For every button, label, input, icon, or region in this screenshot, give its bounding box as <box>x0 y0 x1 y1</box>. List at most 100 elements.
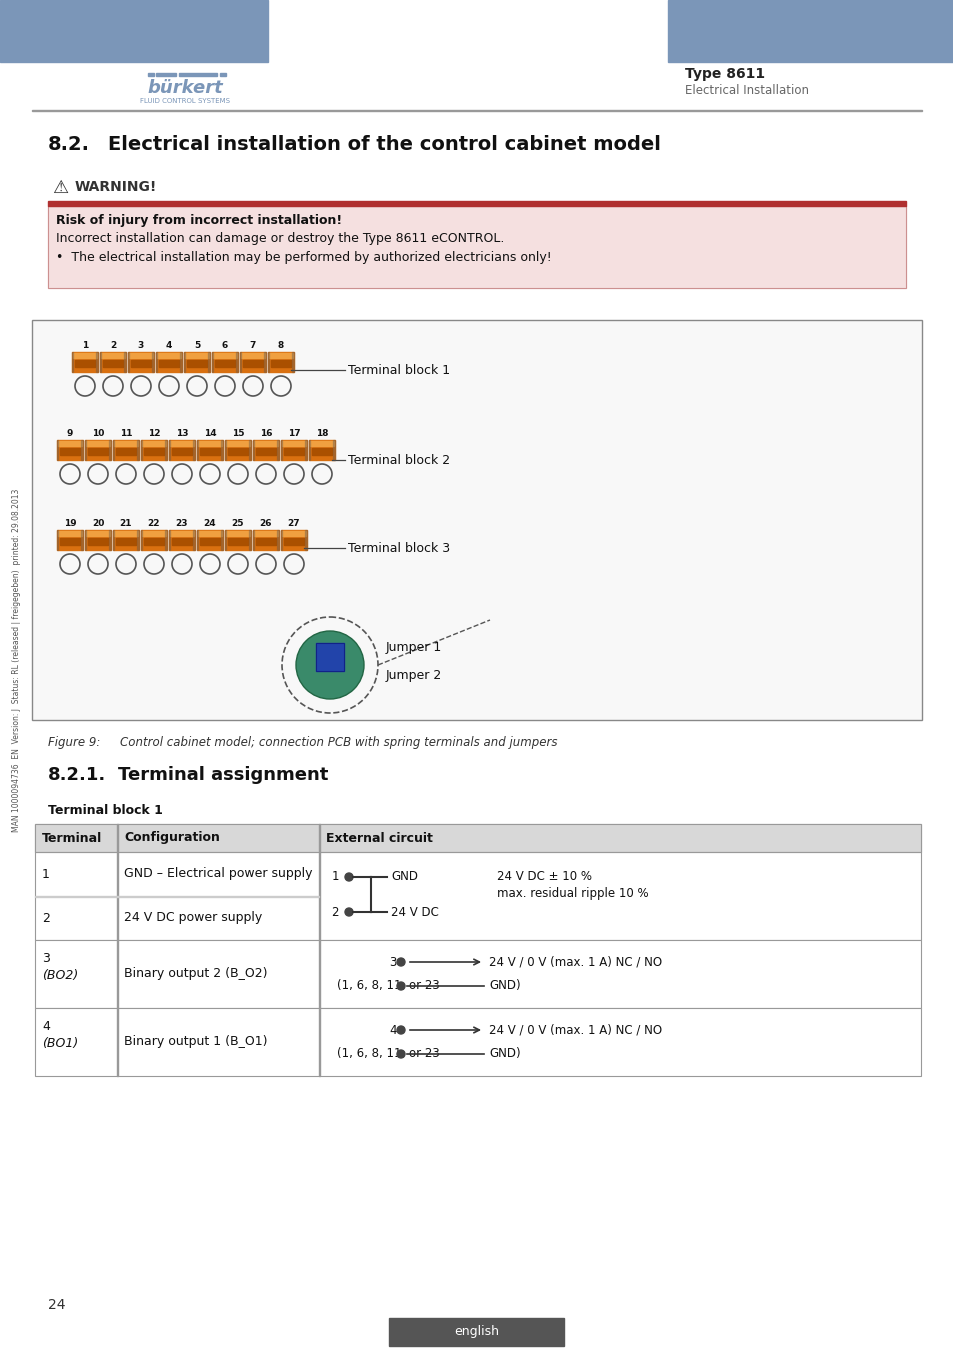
Text: 24 V / 0 V (max. 1 A) NC / NO: 24 V / 0 V (max. 1 A) NC / NO <box>489 1023 661 1037</box>
Circle shape <box>345 909 353 917</box>
Bar <box>100 352 101 373</box>
Bar <box>169 440 194 460</box>
Text: 1: 1 <box>331 871 338 883</box>
Circle shape <box>295 630 364 699</box>
Bar <box>193 440 194 460</box>
Bar <box>172 448 192 455</box>
Text: Terminal block 1: Terminal block 1 <box>48 805 163 817</box>
Bar <box>129 352 152 358</box>
Bar <box>117 1008 118 1076</box>
Bar <box>71 352 98 373</box>
Bar <box>226 531 250 536</box>
Text: (1, 6, 8, 11, or 23: (1, 6, 8, 11, or 23 <box>336 980 439 992</box>
Bar <box>35 852 920 940</box>
Bar <box>156 73 175 76</box>
Text: 27: 27 <box>288 518 300 528</box>
Text: Terminal block 3: Terminal block 3 <box>348 541 450 555</box>
Bar <box>228 539 248 545</box>
Bar <box>196 531 223 549</box>
Bar <box>318 852 319 940</box>
Text: 3: 3 <box>389 956 396 968</box>
Bar <box>117 940 118 1008</box>
Bar <box>169 531 194 549</box>
Bar <box>142 441 166 446</box>
Text: 24: 24 <box>204 518 216 528</box>
Bar <box>141 440 167 460</box>
Bar <box>157 352 181 358</box>
Text: (1, 6, 8, 11, or 23: (1, 6, 8, 11, or 23 <box>336 1048 439 1061</box>
Text: External circuit: External circuit <box>326 832 433 845</box>
Bar <box>240 352 266 373</box>
Bar <box>0 0 268 62</box>
Bar <box>277 440 278 460</box>
Bar <box>169 440 171 460</box>
Text: 24 V DC: 24 V DC <box>391 906 438 918</box>
Bar <box>172 539 192 545</box>
Bar <box>137 531 139 549</box>
Text: Electrical Installation: Electrical Installation <box>684 85 808 97</box>
Bar <box>180 352 182 373</box>
Bar <box>165 440 167 460</box>
Bar <box>113 441 138 446</box>
Bar <box>88 539 108 545</box>
Bar <box>185 352 209 358</box>
Text: ⚠: ⚠ <box>52 180 68 197</box>
Text: 21: 21 <box>120 518 132 528</box>
Text: 20: 20 <box>91 518 104 528</box>
Text: 16: 16 <box>259 428 272 437</box>
Bar <box>58 531 82 536</box>
Text: •  The electrical installation may be performed by authorized electricians only!: • The electrical installation may be per… <box>56 251 551 265</box>
Text: 2: 2 <box>331 906 338 918</box>
Text: 6: 6 <box>222 340 228 350</box>
Text: english: english <box>454 1326 499 1338</box>
Bar <box>85 531 111 549</box>
Text: 3: 3 <box>138 340 144 350</box>
Text: Binary output 2 (B_O2): Binary output 2 (B_O2) <box>124 968 267 980</box>
Bar <box>112 531 114 549</box>
Bar <box>253 440 278 460</box>
Text: 2: 2 <box>42 911 50 925</box>
Bar <box>281 440 282 460</box>
Bar <box>141 531 142 549</box>
Text: 5: 5 <box>193 340 200 350</box>
Bar <box>389 1318 564 1346</box>
Bar <box>198 441 222 446</box>
Bar <box>35 824 920 852</box>
Bar <box>214 360 234 367</box>
Bar <box>284 448 304 455</box>
Bar <box>268 352 294 373</box>
Text: Terminal assignment: Terminal assignment <box>118 765 328 784</box>
Bar <box>253 531 277 536</box>
Bar <box>112 440 114 460</box>
Text: 7: 7 <box>250 340 256 350</box>
Text: 2: 2 <box>110 340 116 350</box>
Bar <box>253 531 254 549</box>
Text: 13: 13 <box>175 428 188 437</box>
Bar <box>209 352 210 373</box>
Bar <box>196 440 198 460</box>
Bar <box>75 360 95 367</box>
Text: Type 8611: Type 8611 <box>684 68 764 81</box>
Bar <box>88 448 108 455</box>
Text: Terminal block 2: Terminal block 2 <box>348 454 450 467</box>
Bar <box>264 352 266 373</box>
Bar <box>268 352 269 373</box>
Bar <box>141 531 167 549</box>
Text: bürkert: bürkert <box>147 80 223 97</box>
Text: (BO2): (BO2) <box>42 969 78 983</box>
Bar <box>305 440 307 460</box>
Text: 8: 8 <box>277 340 284 350</box>
Bar <box>269 352 293 358</box>
Bar <box>253 531 278 549</box>
Bar <box>282 531 306 536</box>
Bar <box>255 539 275 545</box>
Bar <box>315 643 344 671</box>
Bar <box>112 531 139 549</box>
Bar <box>241 352 265 358</box>
Bar <box>32 320 921 720</box>
Bar <box>100 352 126 373</box>
Bar <box>71 352 73 373</box>
Text: 24 V / 0 V (max. 1 A) NC / NO: 24 V / 0 V (max. 1 A) NC / NO <box>489 956 661 968</box>
Bar <box>86 441 110 446</box>
Bar <box>48 201 905 207</box>
